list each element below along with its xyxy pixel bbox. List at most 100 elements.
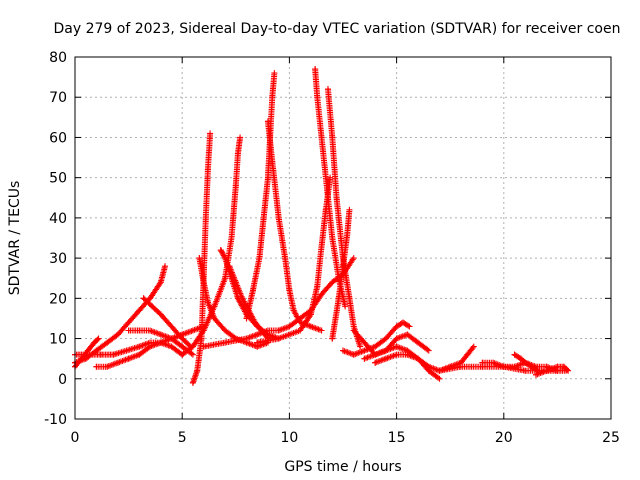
- data-point: [324, 194, 331, 201]
- data-point: [522, 367, 529, 374]
- x-axis-label: GPS time / hours: [284, 459, 401, 475]
- data-point: [314, 94, 321, 101]
- data-point: [222, 327, 229, 334]
- data-point: [470, 343, 477, 350]
- data-point: [318, 243, 325, 250]
- data-point: [382, 347, 389, 354]
- data-point: [324, 86, 331, 93]
- y-tick-label: 40: [49, 211, 67, 227]
- data-point: [217, 247, 224, 254]
- data-point: [204, 166, 211, 173]
- data-point: [400, 319, 407, 326]
- data-point: [97, 351, 104, 358]
- data-point: [318, 291, 325, 298]
- data-point: [393, 323, 400, 330]
- data-point: [275, 327, 282, 334]
- series-arc-26: [532, 363, 572, 378]
- data-point: [232, 279, 239, 286]
- series-arc-24: [479, 359, 569, 374]
- series-markers: [217, 247, 281, 341]
- data-point: [140, 295, 147, 302]
- data-point: [406, 323, 413, 330]
- y-tick-label: 70: [49, 90, 67, 106]
- data-point: [346, 295, 353, 302]
- x-tick-label: 5: [178, 430, 187, 446]
- data-point: [157, 339, 164, 346]
- data-point: [522, 359, 529, 366]
- data-point: [110, 351, 117, 358]
- data-series: [72, 66, 572, 386]
- data-point: [350, 327, 357, 334]
- data-point: [204, 299, 211, 306]
- data-point: [517, 355, 524, 362]
- plot-frame: [74, 56, 612, 420]
- data-point: [157, 331, 164, 338]
- data-point: [179, 335, 186, 342]
- data-point: [78, 355, 85, 362]
- data-point: [490, 359, 497, 366]
- data-point: [179, 343, 186, 350]
- data-point: [425, 363, 432, 370]
- x-tick-label: 25: [602, 430, 620, 446]
- data-point: [136, 343, 143, 350]
- data-point: [436, 375, 443, 382]
- y-tick-label: 60: [49, 130, 67, 146]
- data-point: [254, 339, 261, 346]
- data-point: [447, 363, 454, 370]
- data-point: [554, 363, 561, 370]
- data-point: [147, 295, 154, 302]
- data-point: [157, 279, 164, 286]
- y-tick-label: 80: [49, 50, 67, 66]
- data-point: [297, 327, 304, 334]
- data-point: [189, 379, 196, 386]
- data-point: [239, 295, 246, 302]
- data-point: [271, 70, 278, 77]
- data-point: [200, 343, 207, 350]
- data-point: [275, 214, 282, 221]
- data-point: [464, 351, 471, 358]
- data-point: [228, 235, 235, 241]
- data-point: [222, 339, 229, 346]
- data-point: [333, 194, 340, 201]
- series-arc-25: [511, 351, 542, 374]
- data-point: [207, 130, 214, 137]
- y-tick-label: 30: [49, 251, 67, 267]
- data-point: [91, 339, 98, 346]
- data-point: [404, 331, 411, 338]
- data-point: [415, 355, 422, 362]
- data-point: [312, 66, 319, 73]
- data-point: [511, 363, 518, 370]
- data-point: [168, 335, 175, 342]
- data-point: [346, 206, 353, 213]
- data-point: [357, 343, 364, 350]
- data-point: [200, 327, 207, 334]
- data-point: [282, 255, 289, 262]
- data-point: [136, 307, 143, 314]
- data-point: [543, 367, 550, 374]
- x-tick-label: 10: [280, 430, 298, 446]
- data-point: [382, 355, 389, 362]
- data-point: [104, 339, 111, 346]
- y-axis-label: SDTVAR / TECUs: [7, 181, 23, 296]
- data-point: [162, 263, 169, 270]
- data-point: [560, 363, 567, 370]
- data-point: [344, 230, 351, 237]
- data-point: [425, 347, 432, 354]
- data-point: [340, 263, 346, 270]
- data-point: [194, 367, 201, 374]
- y-tick-label: 0: [58, 372, 67, 388]
- series-arc-21: [350, 327, 432, 358]
- x-tick-label: 20: [495, 430, 513, 446]
- data-point: [196, 255, 203, 262]
- data-point: [254, 331, 261, 338]
- y-tick-label: 10: [49, 332, 67, 348]
- data-point: [189, 343, 196, 350]
- x-tick-label: 0: [71, 430, 80, 446]
- data-point: [84, 347, 91, 354]
- data-point: [329, 235, 336, 241]
- data-point: [136, 351, 143, 358]
- data-point: [147, 343, 154, 350]
- series-arc-13: [264, 118, 325, 334]
